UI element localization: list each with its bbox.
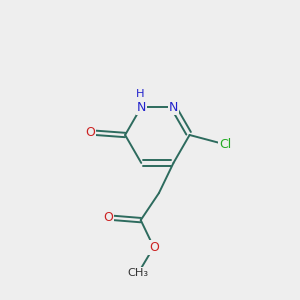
- Text: N: N: [136, 100, 146, 114]
- Text: Cl: Cl: [219, 138, 231, 151]
- Text: N: N: [169, 100, 178, 114]
- Text: O: O: [85, 126, 95, 139]
- Text: H: H: [136, 88, 145, 99]
- Text: O: O: [103, 211, 113, 224]
- Text: CH₃: CH₃: [128, 268, 149, 278]
- Text: O: O: [149, 241, 159, 254]
